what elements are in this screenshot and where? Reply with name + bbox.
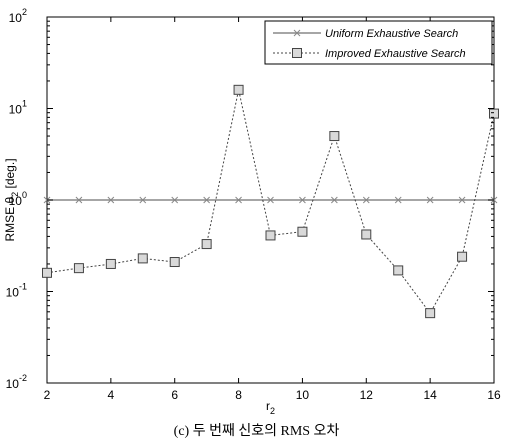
data-point-series-1 [458,196,466,204]
data-point-series-2 [425,308,436,319]
data-point-series-2 [457,251,468,262]
data-point-series-1 [171,196,179,204]
legend-marker-1 [293,29,301,37]
legend-entry-1: Uniform Exhaustive Search [325,28,458,40]
x-tick-label: 2 [44,388,51,402]
data-point-series-2 [169,257,180,268]
data-point-series-1 [107,196,115,204]
data-point-series-2 [233,84,244,95]
x-tick-label: 12 [360,388,374,402]
legend-entry-2: Improved Exhaustive Search [325,48,466,60]
y-axis-label: RMSE θ2 [deg.] [3,158,20,241]
data-point-series-2 [42,267,52,278]
data-point-series-2 [201,239,212,250]
legend: Uniform Exhaustive Search Improved Exhaus… [264,20,493,65]
data-point-series-2 [489,108,499,119]
data-point-series-2 [265,230,276,241]
x-tick-label: 8 [235,388,242,402]
legend-marker-2 [292,48,302,58]
data-point-series-1 [426,196,434,204]
data-point-series-2 [329,131,340,142]
y-tick-label: 102 [9,7,27,25]
data-point-series-2 [73,263,84,274]
data-point-series-1 [139,196,147,204]
legend-box [264,20,493,65]
figure-caption: (c) 두 번째 신호의 RMS 오차 [173,424,340,439]
data-point-series-2 [361,229,372,240]
y-tick-label: 101 [9,99,27,117]
x-tick-label: 14 [423,388,437,402]
y-tick-label: 100 [9,190,27,208]
x-tick-label: 10 [296,388,310,402]
x-axis-label: r2 [266,399,275,416]
data-point-series-1 [362,196,370,204]
data-point-series-1 [75,196,83,204]
data-point-series-1 [203,196,210,204]
data-point-series-2 [393,265,404,276]
data-point-series-1 [394,196,402,204]
axis-labels: r2 RMSE θ2 [deg.] [3,158,275,416]
rmse-chart: 2 4 6 8 10 12 14 16 10-2 10-1 100 101 102 Uniform Ex… [3,7,501,416]
x-tick-label: 4 [108,388,115,402]
data-point-series-1 [331,196,338,204]
x-tick-label: 6 [171,388,178,402]
y-tick-label: 10-2 [6,373,27,391]
data-point-series-1 [299,196,306,204]
data-point-series-2 [297,226,308,237]
data-point-series-1 [267,196,274,204]
x-tick-label: 16 [487,388,501,402]
data-point-series-1 [235,196,242,204]
axis-ticks: 2 4 6 8 10 12 14 16 10-2 10-1 100 101 102 [6,7,501,402]
data-point-series-2 [137,253,148,264]
data-point-series-2 [105,258,116,269]
series-group [42,84,499,319]
y-tick-label: 10-1 [6,282,27,300]
